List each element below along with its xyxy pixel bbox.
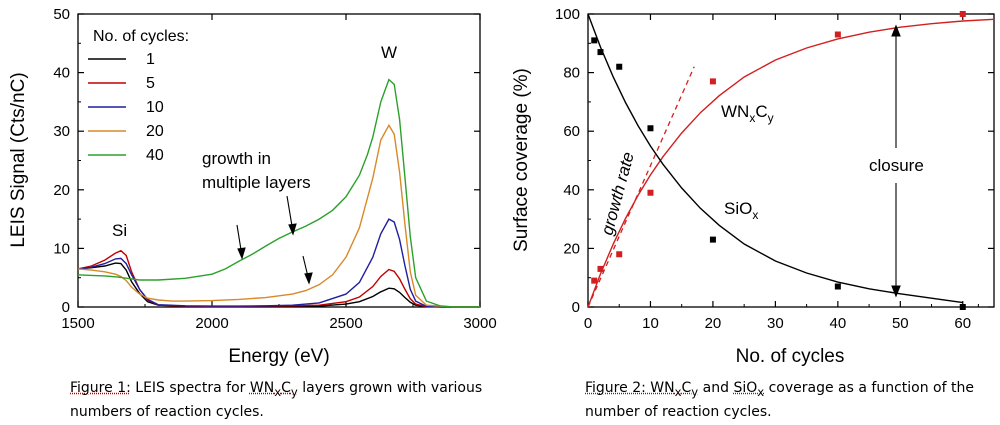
annotation-closure: closure <box>869 156 924 175</box>
chart-2-plot-frame <box>587 13 995 308</box>
x-tick-label: 50 <box>892 315 909 332</box>
x-tick-label: 2500 <box>329 315 362 332</box>
y-tick-label: 0 <box>62 299 70 316</box>
legend-label-40: 40 <box>146 147 164 164</box>
data-point-0-2 <box>616 251 623 258</box>
x-tick-label: 1500 <box>61 315 94 332</box>
series-line-40 <box>77 78 480 308</box>
chart-1-ylabel: LEIS Signal (Cts/nC) <box>8 72 29 247</box>
annotation-arrows <box>236 195 313 285</box>
x-tick-label: 20 <box>705 315 722 332</box>
fig1-text-pre: LEIS spectra for <box>130 380 250 396</box>
figure-2-caption: Figure 2: WNxCy and SiOx coverage as a f… <box>585 378 995 422</box>
chart-2-xlabel: No. of cycles <box>736 346 845 367</box>
chart-1-plot-frame <box>77 13 481 308</box>
data-point-1-3 <box>647 125 654 132</box>
fig2-label: Figure 2: <box>585 380 646 396</box>
chart-2-ticks: 0 10 20 30 40 50 60 0 20 40 60 80 100 <box>555 6 994 332</box>
figure-1-caption: Figure 1: LEIS spectra for WNxCy layers … <box>70 378 510 422</box>
x-tick-label: 40 <box>830 315 847 332</box>
fig1-formula: WNxCy <box>249 380 298 399</box>
growth-rate-line <box>587 66 695 308</box>
fig2-text-and: and <box>698 380 734 396</box>
data-point-1-1 <box>597 49 604 56</box>
legend-title: No. of cycles: <box>93 28 189 45</box>
y-tick-label: 100 <box>555 6 580 23</box>
annotation-si: Si <box>112 221 127 240</box>
x-tick-label: 10 <box>642 315 659 332</box>
data-point-1-0 <box>591 37 598 44</box>
data-point-0-3 <box>647 189 654 196</box>
y-tick-label: 80 <box>563 65 580 82</box>
y-tick-label: 40 <box>53 65 70 82</box>
fig1-label: Figure 1: <box>70 380 131 396</box>
annotation-wnxcy: WNxCy <box>721 102 774 125</box>
chart-1-series <box>77 78 480 308</box>
legend-label-1: 1 <box>146 51 155 68</box>
chart-1-ticks: 1500 2000 2500 3000 0 10 20 30 40 50 <box>53 6 496 332</box>
legend-label-5: 5 <box>146 75 155 92</box>
data-point-0-0 <box>591 277 598 284</box>
y-tick-label: 30 <box>53 123 70 140</box>
x-tick-label: 0 <box>584 315 592 332</box>
fit-curve-0 <box>587 18 995 308</box>
data-point-0-6 <box>959 11 966 17</box>
y-tick-label: 10 <box>53 240 70 257</box>
y-tick-label: 20 <box>53 182 70 199</box>
fig2-text-post: coverage as a function of the number of … <box>585 380 974 420</box>
data-point-0-4 <box>709 78 716 85</box>
chart-1-xlabel: Energy (eV) <box>228 346 329 367</box>
y-tick-label: 60 <box>563 123 580 140</box>
series-line-20 <box>77 123 480 308</box>
y-tick-label: 0 <box>572 299 580 316</box>
x-tick-label: 3000 <box>463 315 496 332</box>
x-tick-label: 30 <box>767 315 784 332</box>
data-point-1-5 <box>834 283 841 290</box>
fig1-text-post: layers grown with various numbers of rea… <box>70 380 483 420</box>
data-point-1-2 <box>616 63 623 70</box>
data-point-1-4 <box>709 236 716 243</box>
annotation-w: W <box>381 43 397 62</box>
x-tick-label: 2000 <box>195 315 228 332</box>
annotation-growth-rate: growth rate <box>598 150 638 237</box>
y-tick-label: 50 <box>53 6 70 23</box>
annotation-growth-line1: growth in <box>202 149 271 168</box>
chart-1: 1500 2000 2500 3000 0 10 20 30 40 50 No. of cycle… <box>8 6 497 367</box>
annotation-siox: SiOx <box>724 199 758 222</box>
series-line-10 <box>77 218 480 308</box>
annotation-growth-line2: multiple layers <box>202 173 311 192</box>
closure-arrow <box>891 24 901 298</box>
fig2-formula-1: WNxCy <box>645 380 699 399</box>
data-point-0-5 <box>834 31 841 38</box>
data-point-0-1 <box>597 265 604 272</box>
chart-2-series <box>587 11 995 310</box>
fig2-formula-2: SiOx <box>733 380 765 399</box>
y-tick-label: 20 <box>563 240 580 257</box>
y-tick-label: 40 <box>563 182 580 199</box>
x-tick-label: 60 <box>954 315 971 332</box>
chart-1-legend: No. of cycles: 1 5 10 20 40 <box>88 28 189 164</box>
data-point-1-6 <box>959 304 966 310</box>
chart-2-ylabel: Surface coverage (%) <box>511 68 532 252</box>
legend-label-10: 10 <box>146 99 164 116</box>
fit-curve-1 <box>587 13 963 304</box>
legend-label-20: 20 <box>146 123 164 140</box>
